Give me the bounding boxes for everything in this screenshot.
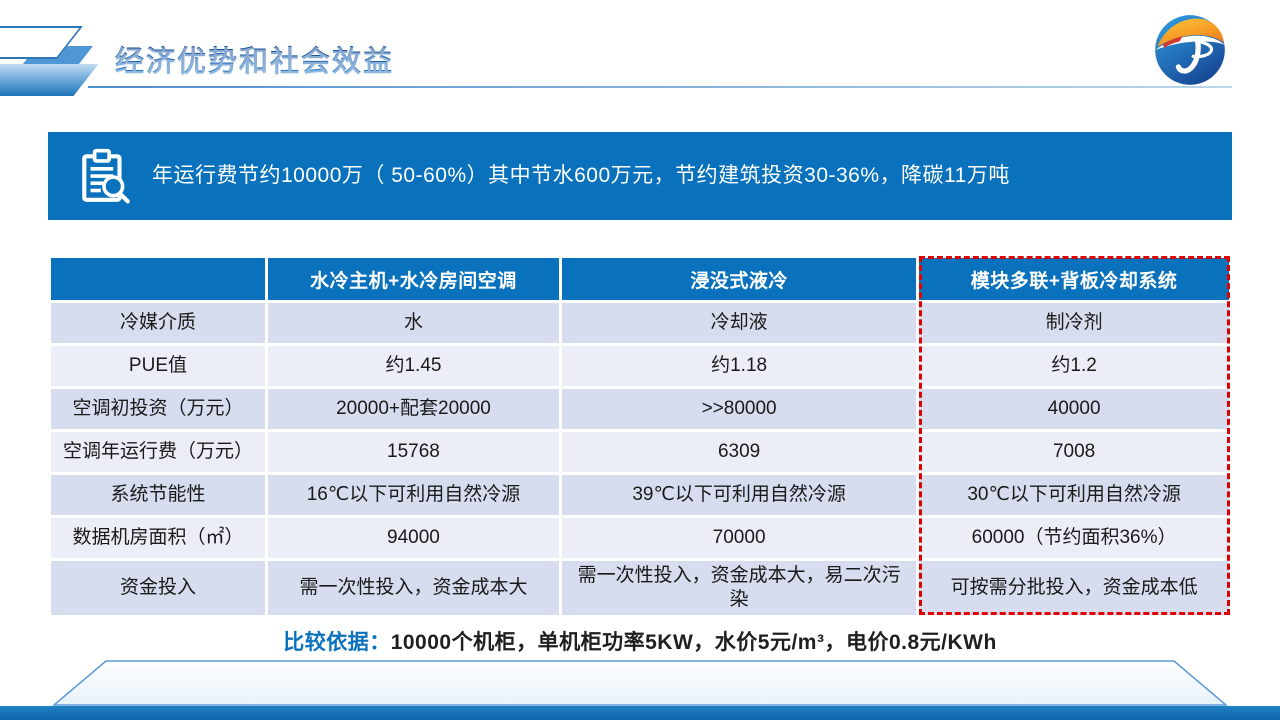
table-cell: 7008 bbox=[919, 432, 1229, 472]
comparison-basis-label: 比较依据： bbox=[283, 631, 391, 654]
bottom-trapezoid-decoration bbox=[51, 660, 1229, 706]
table-cell: 需一次性投入，资金成本大，易二次污染 bbox=[562, 561, 917, 615]
table-cell: 约1.45 bbox=[267, 346, 559, 386]
summary-banner: 年运行费节约10000万（ 50-60%）其中节水600万元，节约建筑投资30-… bbox=[48, 132, 1232, 220]
column-header-empty bbox=[51, 258, 265, 300]
table-row: 系统节能性 16℃以下可利用自然冷源 39℃以下可利用自然冷源 30℃以下可利用自然冷… bbox=[51, 475, 1229, 515]
column-header: 浸没式液冷 bbox=[562, 258, 917, 300]
table-row: 数据机房面积（㎡） 94000 70000 60000（节约面积36%） bbox=[51, 518, 1229, 558]
comparison-table: 水冷主机+水冷房间空调 浸没式液冷 模块多联+背板冷却系统 冷媒介质水冷却液 制冷剂 P… bbox=[48, 255, 1232, 618]
table-cell: 冷却液 bbox=[562, 303, 917, 343]
column-header: 模块多联+背板冷却系统 bbox=[919, 258, 1229, 300]
row-label: PUE值 bbox=[51, 346, 265, 386]
table-row: 冷媒介质水冷却液 制冷剂 bbox=[51, 303, 1229, 343]
table-cell: >>80000 bbox=[562, 389, 917, 429]
table-cell: 需一次性投入，资金成本大 bbox=[267, 561, 559, 615]
bottom-bar bbox=[0, 706, 1280, 720]
table-cell: 制冷剂 bbox=[919, 303, 1229, 343]
row-label: 空调初投资（万元） bbox=[51, 389, 265, 429]
table-cell: 39℃以下可利用自然冷源 bbox=[562, 475, 917, 515]
table-cell: 30℃以下可利用自然冷源 bbox=[919, 475, 1229, 515]
table-row: 资金投入 需一次性投入，资金成本大 需一次性投入，资金成本大，易二次污染 可按需分批投… bbox=[51, 561, 1229, 615]
table-cell: 40000 bbox=[919, 389, 1229, 429]
title-underline bbox=[88, 86, 1232, 88]
comparison-basis-note: 比较依据：10000个机柜，单机柜功率5KW，水价5元/m³，电价0.8元/KW… bbox=[0, 626, 1280, 656]
table-cell: 可按需分批投入，资金成本低 bbox=[919, 561, 1229, 615]
table-row: 空调年运行费（万元） 15768 6309 7008 bbox=[51, 432, 1229, 472]
deco-parallelogram-gradient bbox=[0, 64, 99, 96]
table-cell: 水 bbox=[267, 303, 559, 343]
deco-parallelogram-outline bbox=[0, 26, 83, 59]
row-label: 系统节能性 bbox=[51, 475, 265, 515]
row-label: 冷媒介质 bbox=[51, 303, 265, 343]
column-header: 水冷主机+水冷房间空调 bbox=[267, 258, 559, 300]
table-row: 空调初投资（万元） 20000+配套20000 >>80000 40000 bbox=[51, 389, 1229, 429]
table-cell: 20000+配套20000 bbox=[267, 389, 559, 429]
table-cell: 6309 bbox=[562, 432, 917, 472]
clipboard-search-icon bbox=[82, 148, 130, 204]
company-logo-icon bbox=[1155, 15, 1225, 85]
table-cell: 15768 bbox=[267, 432, 559, 472]
table-cell: 94000 bbox=[267, 518, 559, 558]
table-cell: 约1.2 bbox=[919, 346, 1229, 386]
row-label: 资金投入 bbox=[51, 561, 265, 615]
page-title: 经济优势和社会效益 bbox=[115, 38, 394, 80]
row-label: 数据机房面积（㎡） bbox=[51, 518, 265, 558]
table-cell: 70000 bbox=[562, 518, 917, 558]
table-cell: 约1.18 bbox=[562, 346, 917, 386]
table-row: PUE值 约1.45 约1.18 约1.2 bbox=[51, 346, 1229, 386]
table-header-row: 水冷主机+水冷房间空调 浸没式液冷 模块多联+背板冷却系统 bbox=[51, 258, 1229, 300]
row-label: 空调年运行费（万元） bbox=[51, 432, 265, 472]
comparison-basis-text: 10000个机柜，单机柜功率5KW，水价5元/m³，电价0.8元/KWh bbox=[390, 631, 997, 654]
table-cell: 16℃以下可利用自然冷源 bbox=[267, 475, 559, 515]
table-cell: 60000（节约面积36%） bbox=[919, 518, 1229, 558]
comparison-table-body: 冷媒介质水冷却液 制冷剂 PUE值 约1.45 约1.18 约1.2 空调初投资（万元） 20… bbox=[51, 303, 1229, 615]
deco-parallelogram-solid bbox=[22, 46, 94, 64]
banner-text: 年运行费节约10000万（ 50-60%）其中节水600万元，节约建筑投资30-… bbox=[152, 163, 1010, 187]
